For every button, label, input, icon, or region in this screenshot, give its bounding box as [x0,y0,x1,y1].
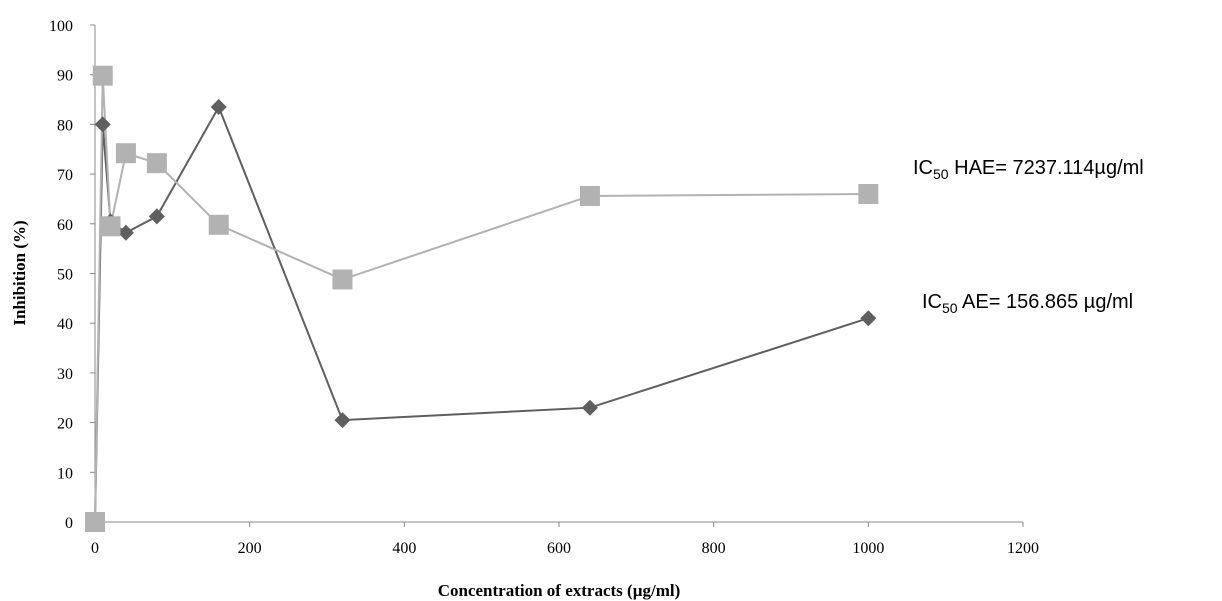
y-tick-label: 80 [57,117,73,134]
y-tick-label: 40 [57,316,73,333]
y-tick-label: 100 [49,18,73,35]
x-tick-label: 600 [547,540,571,557]
y-tick-label: 70 [57,167,73,184]
x-tick-label: 1000 [852,540,884,557]
x-ticks: 0 200 400 600 800 1000 1200 [91,522,1039,557]
x-tick-label: 1200 [1007,540,1039,557]
x-axis-title: Concentration of extracts (µg/ml) [438,581,681,600]
x-tick-label: 800 [702,540,726,557]
series-1-point [581,399,598,416]
series-2-point [85,512,105,532]
y-tick-label: 0 [65,515,73,532]
y-tick-label: 50 [57,267,73,284]
annotation-hae-text: HAE= 7237.114µg/ml [949,157,1144,179]
y-ticks: 0 10 20 30 40 50 60 70 80 90 100 [49,18,95,532]
series-2-point [858,183,879,204]
series-2-point [579,185,600,206]
annotation-hae-sub: 50 [933,166,949,182]
series-1-point [148,208,165,225]
y-tick-label: 30 [57,366,73,383]
y-axis-title: Inhibition (%) [10,220,29,325]
annotation-ae-sub: 50 [942,300,958,316]
axes [94,25,1023,523]
series-1-line [94,104,869,523]
series-2-point [100,216,121,237]
annotation-hae: IC50 HAE= 7237.114µg/ml [913,157,1144,182]
series-1-point [334,412,351,429]
series-2-point [332,269,353,290]
series-1-point [860,310,877,327]
x-tick-label: 400 [392,540,416,557]
x-tick-label: 0 [91,540,99,557]
y-tick-label: 90 [57,68,73,85]
series-1-point [210,99,227,116]
annotation-ae: IC50 AE= 156.865 µg/ml [922,291,1133,316]
annotation-hae-ic: IC [913,157,933,179]
y-tick-label: 60 [57,217,73,234]
series-2-point [92,65,113,86]
series-2-point [208,214,229,235]
x-tick-label: 200 [238,540,262,557]
series-2-point [146,153,167,174]
y-tick-label: 10 [57,465,73,482]
series-1-point [94,116,111,133]
annotation-ae-text: AE= 156.865 µg/ml [958,291,1134,313]
annotation-ae-ic: IC [922,291,942,313]
y-tick-label: 20 [57,416,73,433]
series-2-line [94,75,869,523]
series-1-point [117,224,134,241]
series-layer [85,65,879,532]
series-2-point [115,143,136,164]
